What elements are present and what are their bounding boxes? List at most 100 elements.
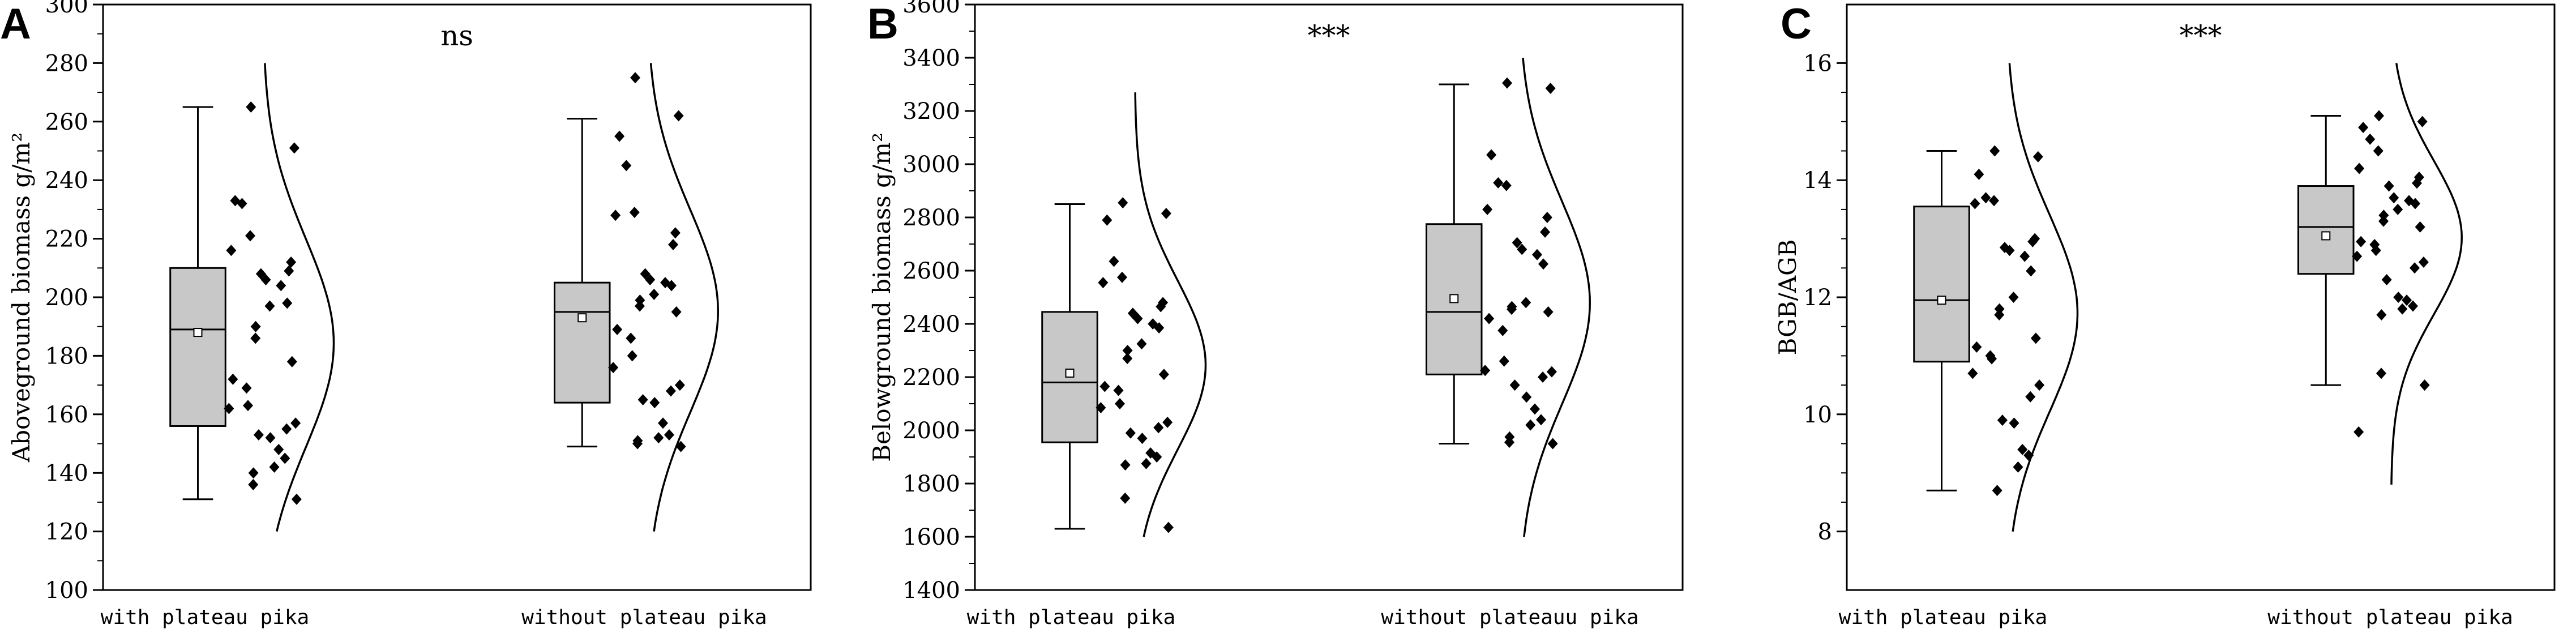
data-point xyxy=(649,288,660,300)
data-point xyxy=(291,493,302,505)
data-point xyxy=(610,210,621,221)
y-tick-label: 2600 xyxy=(902,258,960,284)
data-point xyxy=(1162,416,1173,428)
y-tick-label: 8 xyxy=(1818,519,1832,545)
data-point xyxy=(1096,402,1106,414)
data-point xyxy=(608,362,619,374)
data-point xyxy=(1980,192,1991,204)
y-tick-label: 3600 xyxy=(902,0,960,18)
data-point xyxy=(614,130,625,142)
data-point xyxy=(273,443,284,455)
data-point xyxy=(265,432,276,444)
mean-marker xyxy=(1449,294,1459,303)
x-category-label: without plateau pika xyxy=(521,606,767,629)
data-point xyxy=(1989,145,2000,157)
data-point xyxy=(2408,300,2418,312)
data-point xyxy=(666,385,676,397)
data-point xyxy=(284,265,294,277)
data-point xyxy=(250,332,261,344)
data-point xyxy=(228,373,238,385)
data-point xyxy=(224,403,234,414)
y-tick-label: 3000 xyxy=(902,152,960,178)
distribution-curve xyxy=(2390,63,2463,485)
data-point xyxy=(1546,366,1557,378)
data-point xyxy=(1122,353,1133,365)
distribution-curve xyxy=(2008,63,2079,532)
plot-frame xyxy=(974,3,1684,591)
data-point xyxy=(2019,250,2030,262)
y-axis-label: BGB/AGB xyxy=(1774,240,1802,356)
data-point xyxy=(2025,391,2036,403)
data-point xyxy=(1484,313,1495,324)
data-point xyxy=(260,273,271,285)
data-point xyxy=(1542,212,1552,223)
data-point xyxy=(2417,116,2428,127)
y-tick-label: 16 xyxy=(1803,50,1832,76)
data-point xyxy=(2354,426,2364,438)
y-tick-label: 12 xyxy=(1803,285,1832,311)
data-point xyxy=(1521,297,1531,309)
data-point xyxy=(1113,384,1124,396)
data-point xyxy=(1137,433,1148,444)
data-point xyxy=(250,320,261,332)
data-point xyxy=(2374,110,2384,122)
y-tick-label: 1600 xyxy=(902,524,960,550)
data-point xyxy=(2376,367,2386,379)
data-point xyxy=(264,300,275,312)
data-point xyxy=(1992,485,2002,497)
data-point xyxy=(1547,438,1558,450)
data-point xyxy=(1482,203,1493,215)
data-point xyxy=(635,300,645,312)
data-point xyxy=(1109,255,1119,267)
panel-a: 100 120 140 160 180 200 220 240 260 280 300 Abovegr… xyxy=(0,0,812,629)
data-point xyxy=(1536,414,1546,426)
data-point xyxy=(2373,145,2384,157)
data-point xyxy=(2418,256,2429,268)
x-category-label: with plateau pika xyxy=(1839,606,2047,629)
data-point xyxy=(1154,322,1165,334)
data-point xyxy=(626,332,636,344)
panel-label: C xyxy=(1781,0,1812,48)
data-point xyxy=(1099,381,1110,392)
data-point xyxy=(281,423,292,435)
data-point xyxy=(1525,419,1536,431)
data-point xyxy=(2370,245,2381,256)
data-point xyxy=(1512,237,1522,249)
y-tick-label: 140 xyxy=(45,460,88,486)
data-point xyxy=(2354,163,2365,174)
y-tick-label: 160 xyxy=(45,402,88,428)
data-point xyxy=(1971,341,1982,353)
panel-label: A xyxy=(0,0,31,48)
data-point xyxy=(1125,427,1136,439)
y-tick-label: 280 xyxy=(45,50,88,76)
mean-marker xyxy=(1937,296,1946,305)
data-point xyxy=(1118,197,1128,209)
data-point xyxy=(1153,422,1164,434)
data-point xyxy=(1102,214,1112,226)
data-point xyxy=(1997,414,2008,426)
mean-marker xyxy=(577,313,587,323)
data-point xyxy=(1530,403,1540,415)
mean-marker xyxy=(193,328,203,337)
y-tick-label: 220 xyxy=(45,226,88,253)
y-tick-label: 2400 xyxy=(902,311,960,337)
data-point xyxy=(1540,226,1550,238)
y-tick-label: 300 xyxy=(45,0,88,18)
panel-b: 1400 1600 1800 2000 2200 2400 2600 2800 3000 3200… xyxy=(867,0,1684,629)
y-tick-label: 2000 xyxy=(902,418,960,444)
distribution-curve xyxy=(1522,57,1591,537)
x-category-label: without plateau pika xyxy=(2267,606,2513,629)
data-point xyxy=(2026,265,2036,277)
data-point xyxy=(1163,521,1174,533)
box-iqr xyxy=(169,267,226,427)
data-point xyxy=(241,382,252,394)
data-point xyxy=(2419,379,2430,391)
data-point xyxy=(2352,250,2363,262)
y-tick-label: 2800 xyxy=(902,205,960,231)
data-point xyxy=(2415,221,2425,233)
data-point xyxy=(621,160,632,172)
data-point xyxy=(1502,77,1512,89)
data-point xyxy=(1122,345,1133,356)
data-point xyxy=(1152,451,1162,463)
